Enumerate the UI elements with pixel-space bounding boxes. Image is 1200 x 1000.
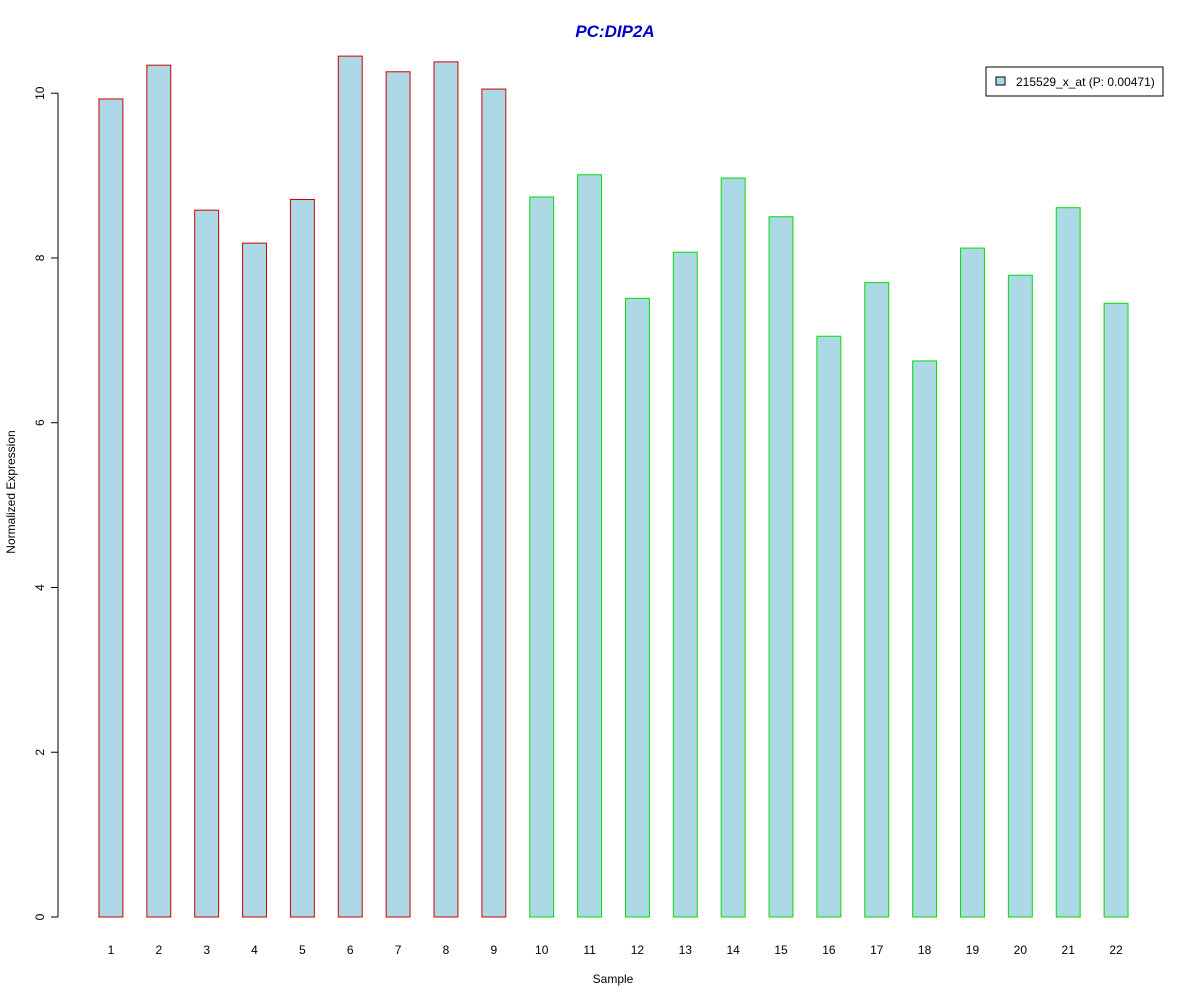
bar-13: [672, 251, 698, 918]
x-tick-label: 5: [299, 943, 306, 957]
bar-11: [577, 174, 603, 918]
y-tick-label: 0: [33, 913, 47, 920]
legend-swatch: [995, 76, 1006, 86]
x-tick-label: 14: [726, 943, 740, 957]
x-tick-label: 9: [490, 943, 497, 957]
y-tick-label: 2: [33, 749, 47, 756]
x-tick-label: 19: [966, 943, 980, 957]
x-tick-label: 22: [1109, 943, 1123, 957]
bar-3: [194, 209, 220, 918]
bar-6: [337, 55, 363, 918]
bar-17: [864, 282, 890, 918]
legend: 215529_x_at (P: 0.00471): [985, 66, 1164, 97]
bar-10: [529, 196, 555, 918]
y-tick-label: 8: [33, 254, 47, 261]
bar-4: [242, 242, 267, 918]
y-axis: 0 2 4 6 8 10: [33, 86, 59, 920]
x-tick-label: 8: [443, 943, 450, 957]
y-tick-label: 10: [33, 86, 47, 100]
bar-19: [960, 247, 985, 918]
legend-label: 215529_x_at (P: 0.00471): [1016, 75, 1155, 89]
bar-18: [912, 360, 938, 918]
y-axis-label: Normalized Expression: [4, 430, 18, 553]
x-tick-label: 2: [155, 943, 162, 957]
y-tick-label: 4: [33, 584, 47, 591]
x-tick-label: 20: [1014, 943, 1028, 957]
bars: [98, 55, 1129, 918]
bar-15: [768, 216, 794, 918]
bar-21: [1055, 207, 1081, 918]
bar-2: [146, 64, 172, 918]
x-tick-label: 12: [631, 943, 645, 957]
x-tick-label: 6: [347, 943, 354, 957]
x-tick-label: 1: [108, 943, 115, 957]
chart-title: PC:DIP2A: [575, 22, 654, 41]
bar-22: [1103, 302, 1129, 918]
x-tick-label: 18: [918, 943, 932, 957]
bar-16: [816, 335, 842, 918]
x-tick-label: 3: [203, 943, 210, 957]
bar-9: [481, 88, 507, 918]
x-tick-label: 15: [774, 943, 788, 957]
bar-5: [289, 198, 315, 918]
bar-12: [624, 297, 650, 918]
x-tick-label: 16: [822, 943, 836, 957]
x-tick-label: 4: [251, 943, 258, 957]
x-tick-label: 7: [395, 943, 402, 957]
bar-1: [98, 98, 124, 918]
legend-box: [985, 66, 1164, 97]
bar-8: [433, 61, 459, 918]
x-tick-label: 11: [583, 943, 596, 957]
x-tick-label: 10: [535, 943, 549, 957]
x-axis-label: Sample: [593, 972, 634, 986]
x-tick-label: 13: [679, 943, 693, 957]
x-tick-labels: 1 2 3 4 5 6 7 8 9 10 11 12 13 14 15 16 17 18 19 20 21 22: [108, 943, 1123, 957]
bar-7: [385, 71, 411, 918]
y-tick-label: 6: [33, 419, 47, 426]
x-tick-label: 21: [1062, 943, 1076, 957]
x-tick-label: 17: [870, 943, 884, 957]
bar-14: [720, 177, 746, 918]
bar-20: [1007, 274, 1033, 918]
